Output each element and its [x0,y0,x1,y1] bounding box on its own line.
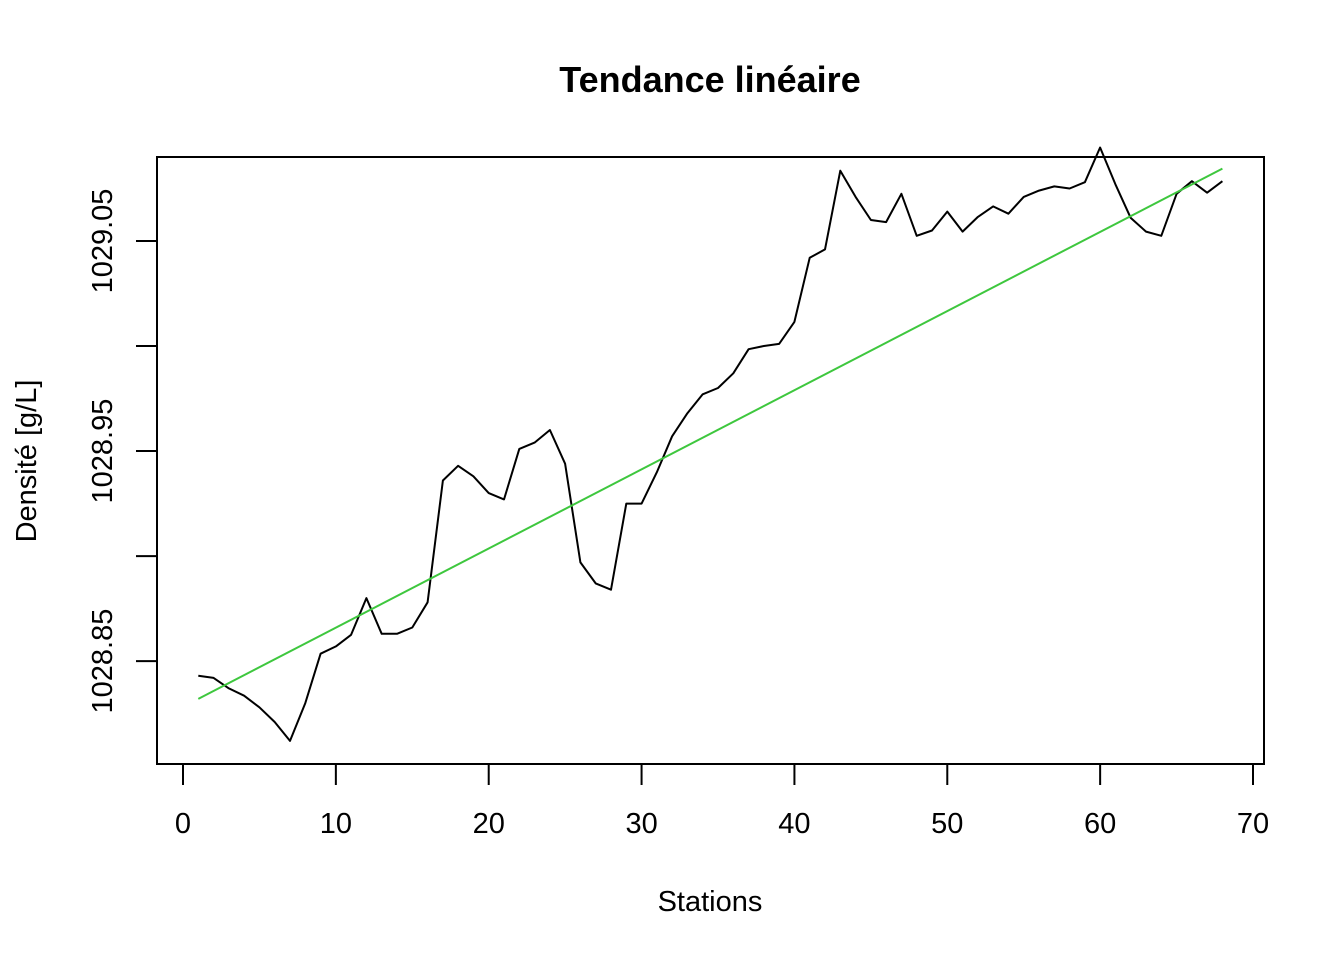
y-axis: 1028.85 1028.95 1029.05 [87,189,158,714]
y-axis-label: Densité [g/L] [11,380,43,543]
x-tick-label: 30 [625,808,657,840]
x-tick-label: 20 [473,808,505,840]
y-tick-label: 1029.05 [87,189,119,294]
x-axis-label: Stations [658,886,763,918]
y-tick-label: 1028.95 [87,399,119,504]
plot-area-frame [156,156,1265,765]
linear-trend-line [197,167,1223,700]
x-tick-label: 70 [1237,808,1269,840]
y-tick-label: 1028.85 [87,609,119,714]
x-tick-label: 50 [931,808,963,840]
chart-title: Tendance linéaire [559,59,860,100]
x-tick-label: 10 [320,808,352,840]
x-tick-label: 0 [175,808,191,840]
density-series-line [198,146,1224,742]
series-layer [197,146,1224,742]
x-axis: 0 10 20 30 40 50 60 70 [175,763,1269,840]
x-tick-label: 40 [778,808,810,840]
x-tick-label: 60 [1084,808,1116,840]
